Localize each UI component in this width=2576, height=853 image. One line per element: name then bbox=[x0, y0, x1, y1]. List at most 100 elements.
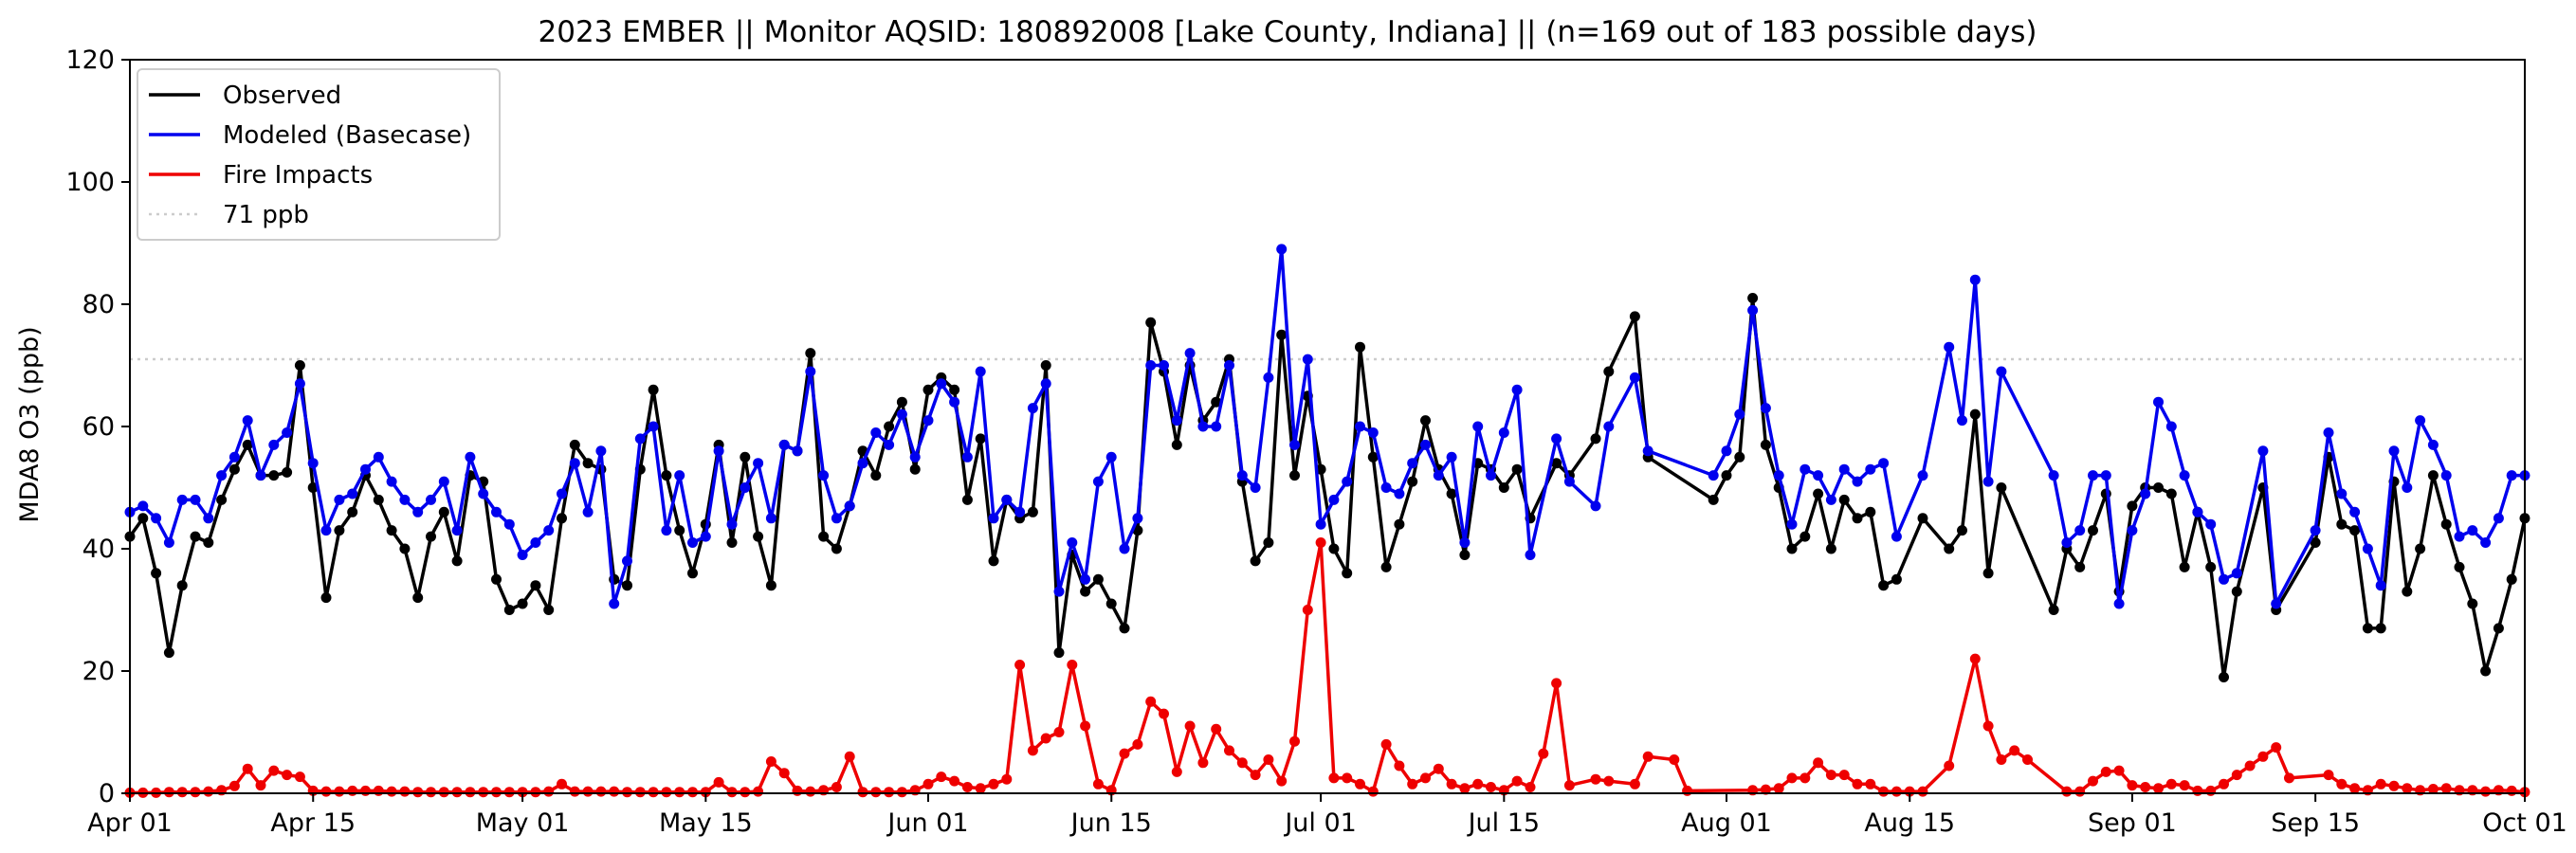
data-point-fire bbox=[1669, 754, 1680, 765]
data-point-fire bbox=[1446, 778, 1457, 789]
data-point-observed bbox=[648, 384, 659, 395]
data-point-observed bbox=[961, 494, 973, 505]
data-point-observed bbox=[1957, 525, 1967, 536]
data-point-fire bbox=[2205, 785, 2217, 796]
data-point-fire bbox=[1538, 748, 1549, 759]
data-point-fire bbox=[517, 787, 528, 798]
data-point-modeled bbox=[1211, 421, 1222, 432]
data-point-modeled bbox=[2140, 488, 2151, 499]
data-point-observed bbox=[190, 531, 201, 542]
data-point-modeled bbox=[2205, 518, 2217, 530]
data-point-modeled bbox=[726, 518, 738, 530]
data-point-modeled bbox=[268, 439, 280, 450]
data-point-modeled bbox=[503, 518, 515, 530]
data-point-fire bbox=[1865, 778, 1876, 789]
data-point-fire bbox=[1825, 770, 1836, 781]
data-point-observed bbox=[988, 555, 999, 567]
data-point-observed bbox=[517, 598, 528, 609]
data-point-modeled bbox=[1551, 433, 1562, 445]
data-point-observed bbox=[2219, 672, 2229, 682]
data-point-fire bbox=[2440, 783, 2452, 794]
x-tick-label: Apr 01 bbox=[87, 808, 173, 838]
data-point-modeled bbox=[530, 537, 541, 548]
data-point-fire bbox=[1171, 766, 1182, 777]
data-point-fire bbox=[373, 785, 384, 796]
data-point-fire bbox=[1145, 696, 1157, 707]
data-point-observed bbox=[1590, 433, 1601, 445]
legend: Observed Modeled (Basecase) Fire Impacts… bbox=[137, 68, 501, 241]
data-point-fire bbox=[2231, 770, 2242, 781]
data-point-fire bbox=[242, 763, 253, 774]
data-point-fire bbox=[360, 785, 371, 796]
data-point-fire bbox=[1367, 786, 1379, 797]
data-point-observed bbox=[2153, 482, 2164, 493]
data-point-fire bbox=[1838, 770, 1850, 781]
data-point-modeled bbox=[1486, 470, 1496, 481]
data-point-modeled bbox=[2388, 445, 2400, 457]
data-point-fire bbox=[2100, 766, 2111, 777]
y-tick-label: 120 bbox=[65, 45, 115, 75]
data-point-modeled bbox=[1092, 476, 1104, 487]
data-point-modeled bbox=[1420, 439, 1431, 450]
x-tick-label: Jun 15 bbox=[1069, 808, 1152, 838]
data-point-fire bbox=[765, 756, 776, 767]
data-point-modeled bbox=[2271, 598, 2282, 609]
data-point-observed bbox=[1747, 293, 1759, 303]
data-point-modeled bbox=[2074, 525, 2086, 536]
data-point-fire bbox=[2179, 780, 2190, 791]
data-point-modeled bbox=[1001, 494, 1013, 505]
data-point-fire bbox=[1996, 754, 2007, 765]
data-point-fire bbox=[1525, 782, 1536, 792]
data-point-modeled bbox=[1342, 476, 1353, 487]
data-point-observed bbox=[1786, 543, 1798, 554]
data-point-observed bbox=[2088, 525, 2098, 536]
data-point-observed bbox=[1040, 360, 1051, 371]
data-point-fire bbox=[557, 778, 567, 789]
data-point-fire bbox=[478, 787, 489, 798]
data-point-fire bbox=[2506, 785, 2517, 796]
data-point-modeled bbox=[661, 525, 672, 536]
data-point-fire bbox=[857, 787, 868, 798]
data-point-fire bbox=[1420, 772, 1431, 784]
data-point-modeled bbox=[1996, 366, 2007, 377]
data-point-modeled bbox=[1014, 506, 1026, 517]
data-point-observed bbox=[491, 573, 502, 585]
data-point-observed bbox=[1263, 537, 1274, 548]
data-point-observed bbox=[2415, 543, 2426, 554]
data-point-modeled bbox=[1563, 476, 1575, 487]
data-point-fire bbox=[622, 787, 632, 798]
data-point-fire bbox=[2022, 754, 2033, 765]
data-point-fire bbox=[1629, 778, 1640, 789]
data-point-observed bbox=[2402, 586, 2413, 597]
y-tick-label: 60 bbox=[82, 412, 115, 442]
data-point-fire bbox=[1891, 786, 1902, 797]
data-point-observed bbox=[282, 466, 293, 478]
data-point-observed bbox=[1969, 408, 1981, 420]
data-point-fire bbox=[268, 765, 280, 776]
data-point-modeled bbox=[792, 445, 803, 457]
data-point-observed bbox=[687, 568, 698, 579]
data-point-fire bbox=[1159, 708, 1169, 719]
data-point-modeled bbox=[2088, 470, 2098, 481]
data-point-modeled bbox=[543, 525, 555, 536]
data-point-observed bbox=[294, 360, 305, 371]
data-point-observed bbox=[2310, 537, 2321, 548]
data-point-modeled bbox=[1969, 274, 1981, 285]
data-point-modeled bbox=[569, 458, 580, 469]
data-point-fire bbox=[2284, 772, 2294, 784]
series-fire bbox=[124, 537, 2530, 798]
data-point-modeled bbox=[700, 531, 711, 542]
data-point-modeled bbox=[2402, 482, 2413, 493]
data-point-modeled bbox=[176, 494, 188, 505]
data-point-observed bbox=[870, 470, 882, 481]
data-point-modeled bbox=[1119, 543, 1130, 554]
data-point-fire bbox=[2402, 783, 2413, 794]
data-point-observed bbox=[530, 580, 541, 591]
x-tick-label: May 01 bbox=[476, 808, 570, 838]
data-point-fire bbox=[1760, 784, 1771, 795]
data-point-fire bbox=[1328, 772, 1340, 784]
data-point-observed bbox=[1211, 396, 1222, 408]
data-point-fire bbox=[2349, 783, 2361, 794]
data-point-modeled bbox=[2048, 470, 2059, 481]
data-point-modeled bbox=[228, 451, 240, 463]
